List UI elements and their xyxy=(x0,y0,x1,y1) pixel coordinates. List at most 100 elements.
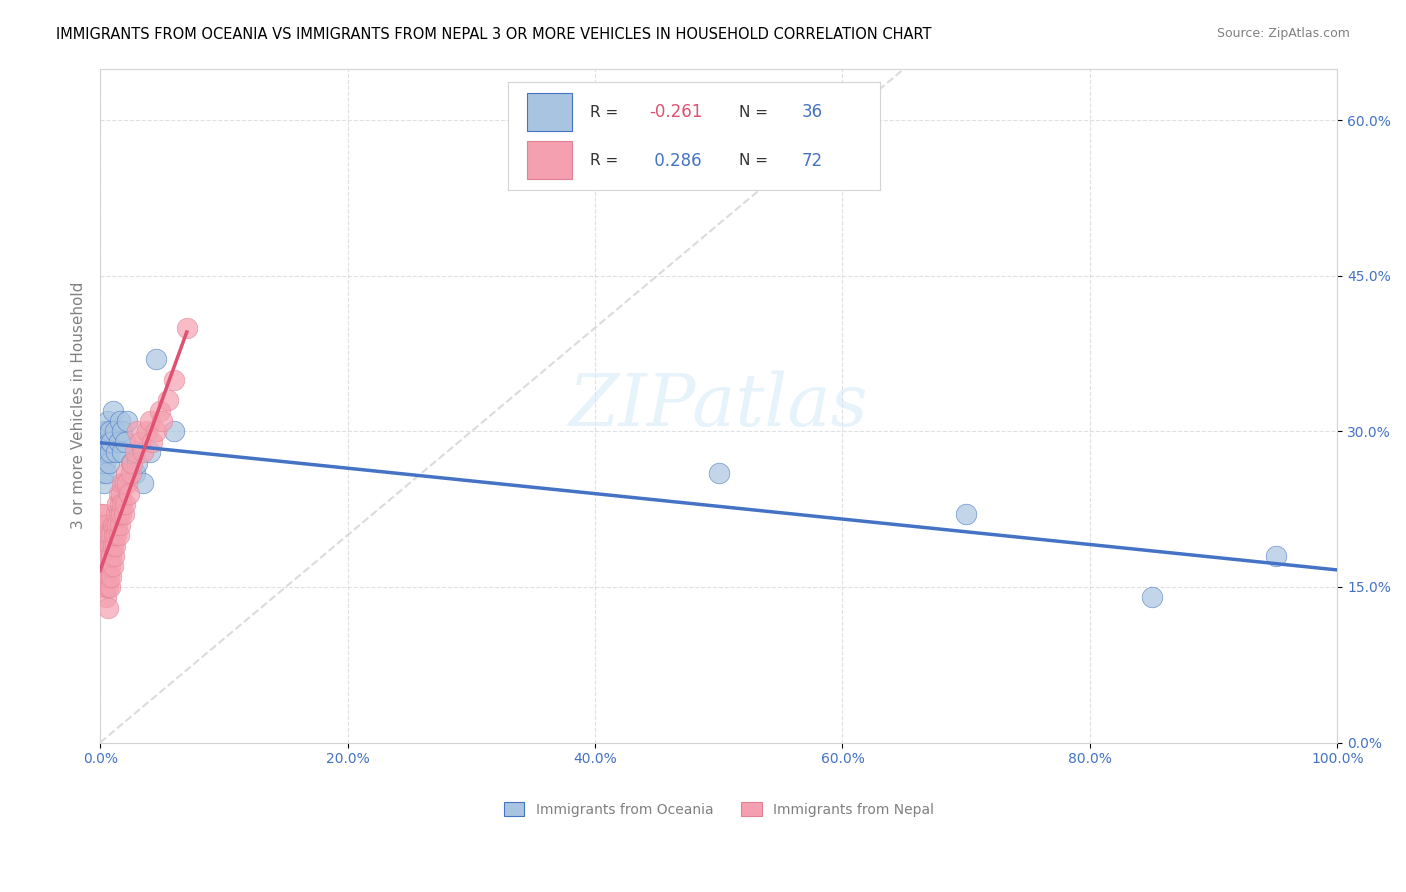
Point xyxy=(91,580,114,594)
Point xyxy=(105,508,128,522)
Point xyxy=(107,517,129,532)
Point xyxy=(105,445,128,459)
Point xyxy=(100,549,122,563)
Point xyxy=(96,600,118,615)
Point xyxy=(91,559,114,574)
Point xyxy=(101,517,124,532)
Point xyxy=(103,549,125,563)
Point xyxy=(176,320,198,334)
Point xyxy=(97,569,120,583)
Point xyxy=(111,425,134,439)
Point xyxy=(107,486,129,500)
Point xyxy=(103,528,125,542)
Point xyxy=(90,528,112,542)
Point xyxy=(94,456,117,470)
Point xyxy=(107,497,129,511)
Point xyxy=(98,425,121,439)
Point xyxy=(124,445,146,459)
Point xyxy=(148,403,170,417)
Point xyxy=(100,569,122,583)
Point xyxy=(145,425,167,439)
Point xyxy=(163,373,186,387)
Point xyxy=(93,434,115,449)
Point xyxy=(101,559,124,574)
Text: ZIPatlas: ZIPatlas xyxy=(569,370,869,441)
Point xyxy=(96,569,118,583)
Point xyxy=(132,445,155,459)
Point xyxy=(128,434,150,449)
Point xyxy=(108,414,131,428)
Point xyxy=(707,466,730,480)
Point xyxy=(107,508,129,522)
Legend: Immigrants from Oceania, Immigrants from Nepal: Immigrants from Oceania, Immigrants from… xyxy=(498,797,939,822)
Point xyxy=(96,414,118,428)
Point xyxy=(93,528,115,542)
Point xyxy=(100,528,122,542)
Point xyxy=(90,549,112,563)
Point xyxy=(1264,549,1286,563)
Point xyxy=(111,497,134,511)
Point xyxy=(112,508,135,522)
Point xyxy=(94,580,117,594)
Point xyxy=(96,445,118,459)
Point xyxy=(91,517,114,532)
Point xyxy=(157,393,180,408)
Point xyxy=(110,508,132,522)
Point xyxy=(120,456,142,470)
Point xyxy=(96,466,118,480)
Point xyxy=(114,476,136,491)
Point xyxy=(97,549,120,563)
Point xyxy=(104,517,127,532)
Y-axis label: 3 or more Vehicles in Household: 3 or more Vehicles in Household xyxy=(72,282,86,529)
Point xyxy=(98,580,121,594)
Point xyxy=(91,445,114,459)
Point xyxy=(114,434,136,449)
Point xyxy=(90,508,112,522)
Point xyxy=(111,476,134,491)
Point xyxy=(117,476,139,491)
Point xyxy=(105,528,128,542)
Point xyxy=(145,351,167,366)
Text: Source: ZipAtlas.com: Source: ZipAtlas.com xyxy=(1216,27,1350,40)
Point xyxy=(121,456,143,470)
Point xyxy=(138,414,160,428)
Point xyxy=(115,466,138,480)
Point xyxy=(104,425,127,439)
Text: IMMIGRANTS FROM OCEANIA VS IMMIGRANTS FROM NEPAL 3 OR MORE VEHICLES IN HOUSEHOLD: IMMIGRANTS FROM OCEANIA VS IMMIGRANTS FR… xyxy=(56,27,932,42)
Point xyxy=(127,456,149,470)
Point xyxy=(98,539,121,553)
Point xyxy=(107,434,129,449)
Point xyxy=(97,456,120,470)
Point xyxy=(108,497,131,511)
Point xyxy=(1140,591,1163,605)
Point xyxy=(107,528,129,542)
Point xyxy=(93,549,115,563)
Point xyxy=(100,434,122,449)
Point xyxy=(136,425,159,439)
Point xyxy=(114,497,136,511)
Point xyxy=(93,508,115,522)
Point xyxy=(96,559,118,574)
Point xyxy=(96,580,118,594)
Point xyxy=(97,528,120,542)
Point xyxy=(98,559,121,574)
Point xyxy=(90,456,112,470)
Point xyxy=(91,539,114,553)
Point xyxy=(91,466,114,480)
Point xyxy=(150,414,173,428)
Point xyxy=(163,425,186,439)
Point xyxy=(94,517,117,532)
Point xyxy=(93,569,115,583)
Point xyxy=(110,486,132,500)
Point xyxy=(101,403,124,417)
Point xyxy=(108,517,131,532)
Point xyxy=(124,466,146,480)
Point xyxy=(93,476,115,491)
Point xyxy=(132,476,155,491)
Point xyxy=(96,528,118,542)
Point xyxy=(104,539,127,553)
Point xyxy=(101,539,124,553)
Point xyxy=(111,445,134,459)
Point xyxy=(117,414,139,428)
Point xyxy=(94,425,117,439)
